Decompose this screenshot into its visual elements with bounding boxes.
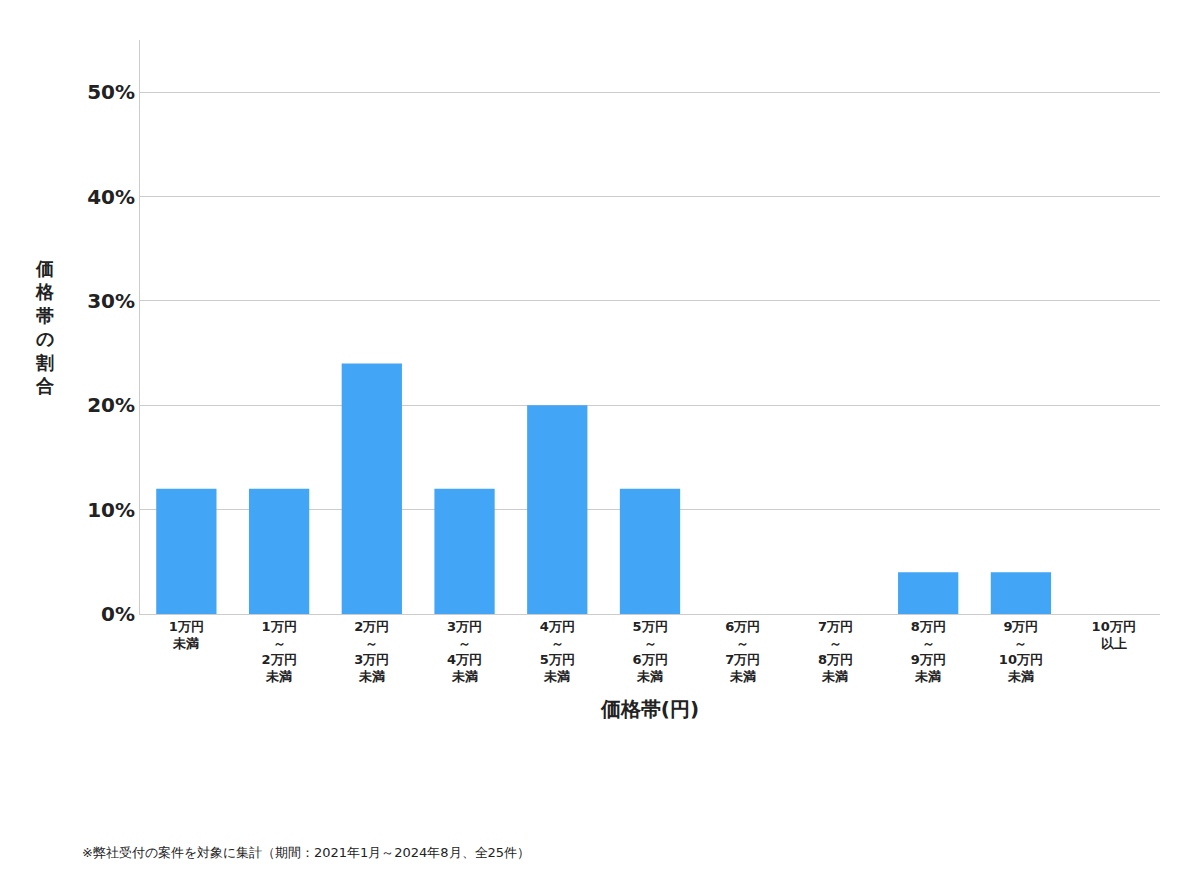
svg-text:9万円～10万円未満: 9万円～10万円未満 <box>999 619 1043 685</box>
svg-text:30%: 30% <box>87 289 135 313</box>
svg-text:7万円～8万円未満: 7万円～8万円未満 <box>818 619 853 685</box>
svg-text:20%: 20% <box>87 393 135 417</box>
svg-text:3万円～4万円未満: 3万円～4万円未満 <box>447 619 482 685</box>
svg-text:4万円～5万円未満: 4万円～5万円未満 <box>540 619 575 685</box>
svg-text:2万円～3万円未満: 2万円～3万円未満 <box>354 619 389 685</box>
svg-text:価格帯の割合: 価格帯の割合 <box>35 258 55 396</box>
svg-text:8万円～9万円未満: 8万円～9万円未満 <box>911 619 946 685</box>
svg-text:10%: 10% <box>87 498 135 522</box>
svg-text:6万円～7万円未満: 6万円～7万円未満 <box>725 619 760 685</box>
svg-text:10万円以上: 10万円以上 <box>1092 619 1136 651</box>
svg-text:0%: 0% <box>101 602 135 626</box>
svg-text:40%: 40% <box>87 185 135 209</box>
svg-text:5万円～6万円未満: 5万円～6万円未満 <box>632 619 667 685</box>
svg-text:1万円未満: 1万円未満 <box>169 619 204 651</box>
svg-text:価格帯(円): 価格帯(円) <box>600 697 699 721</box>
svg-text:1万円～2万円未満: 1万円～2万円未満 <box>262 619 297 685</box>
svg-text:50%: 50% <box>87 80 135 104</box>
svg-text:※弊社受付の案件を対象に集計（期間：2021年1月～2024: ※弊社受付の案件を対象に集計（期間：2021年1月～2024年8月、全25件） <box>82 845 530 860</box>
